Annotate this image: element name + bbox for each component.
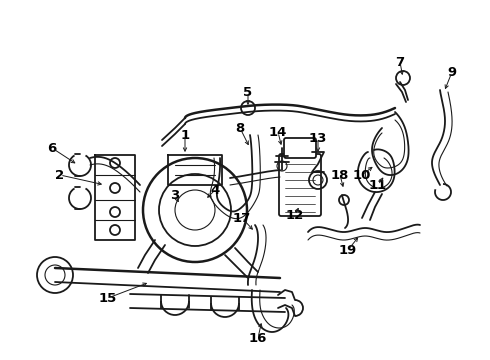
Text: 11: 11: [369, 179, 387, 192]
Text: 19: 19: [339, 243, 357, 257]
Text: 15: 15: [99, 292, 117, 305]
Text: 16: 16: [249, 332, 267, 345]
Text: 7: 7: [395, 55, 405, 68]
Text: 8: 8: [235, 122, 245, 135]
Text: 3: 3: [171, 189, 180, 202]
Text: 14: 14: [269, 126, 287, 139]
Text: 10: 10: [353, 168, 371, 181]
FancyBboxPatch shape: [279, 154, 321, 216]
Text: 6: 6: [48, 141, 57, 154]
FancyBboxPatch shape: [284, 138, 316, 158]
Text: 9: 9: [447, 66, 457, 78]
Text: 5: 5: [244, 86, 252, 99]
Text: 12: 12: [286, 208, 304, 221]
Text: 18: 18: [331, 168, 349, 181]
Text: 17: 17: [233, 212, 251, 225]
Text: 13: 13: [309, 131, 327, 144]
Text: 1: 1: [180, 129, 190, 141]
Text: 4: 4: [210, 184, 220, 197]
Text: 2: 2: [55, 168, 65, 181]
